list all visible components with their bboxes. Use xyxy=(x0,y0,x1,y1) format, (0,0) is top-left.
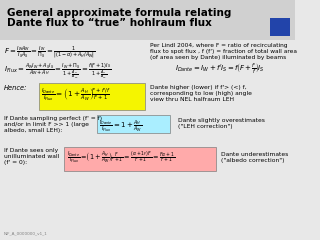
Text: If Dante sees only
unilluminated wall
(f' = 0):: If Dante sees only unilluminated wall (f… xyxy=(4,148,59,165)
Text: Hence:: Hence: xyxy=(4,85,27,91)
Text: $I_{Dante} = I_W + f^\prime I_S = f\!\left(F + \frac{f^\prime}{f}\right)\!I_S$: $I_{Dante} = I_W + f^\prime I_S = f\!\le… xyxy=(175,61,265,75)
Text: $\frac{I_{Dante}}{I_{Flux}} = 1 + \frac{A_H}{A_W}$: $\frac{I_{Dante}}{I_{Flux}} = 1 + \frac{… xyxy=(100,118,143,134)
Text: $F = \frac{I_W A_W}{I_S A_S} = \frac{I_W}{\Pi_S} = \frac{1}{|(1-\alpha)+A_H/A_W|: $F = \frac{I_W A_W}{I_S A_S} = \frac{I_W… xyxy=(4,44,95,61)
Text: If Dante sampling perfect (f' = f)
and/or in limit F >> 1 (large
albedo, small L: If Dante sampling perfect (f' = f) and/o… xyxy=(4,116,102,133)
Text: Dante slightly overestimates
("LEH correction"): Dante slightly overestimates ("LEH corre… xyxy=(178,118,265,129)
Text: General approximate formula relating: General approximate formula relating xyxy=(7,8,232,18)
Text: $\frac{I_{Dante}}{I_{Flux}} = \!\left(1 + \frac{A_H}{A_W}\right)\!\frac{F}{F+1} : $\frac{I_{Dante}}{I_{Flux}} = \!\left(1 … xyxy=(67,150,175,166)
Bar xyxy=(39,83,145,110)
Text: Dante higher (lower) if f'> (<) f,
corresponding to low (high) angle
view thru N: Dante higher (lower) if f'> (<) f, corre… xyxy=(150,85,252,102)
Bar xyxy=(0,0,295,40)
Bar xyxy=(270,18,290,36)
Bar xyxy=(97,115,170,133)
Bar xyxy=(64,147,216,171)
Text: Dante flux to “true” hohlraum flux: Dante flux to “true” hohlraum flux xyxy=(7,18,212,28)
Text: Dante underestimates
("albedo correction"): Dante underestimates ("albedo correction… xyxy=(221,152,288,163)
Text: $I_{Flux} = \frac{A_W I_W + A_S I_S}{A_W + A_H} = \frac{I_W + \Pi_S}{1+\frac{A_H: $I_{Flux} = \frac{A_W I_W + A_S I_S}{A_W… xyxy=(4,61,111,81)
Text: NIF_A_0000000_v1_1: NIF_A_0000000_v1_1 xyxy=(4,231,47,235)
Text: Per Lindl 2004, where F = ratio of recirculating
flux to spot flux , f (f') = fr: Per Lindl 2004, where F = ratio of recir… xyxy=(150,43,297,60)
Text: $\frac{I_{Dante}}{I_{Flux}} = \left(1 + \frac{A_H}{A_W}\right)\!\frac{F + f^\pri: $\frac{I_{Dante}}{I_{Flux}} = \left(1 + … xyxy=(41,86,111,102)
